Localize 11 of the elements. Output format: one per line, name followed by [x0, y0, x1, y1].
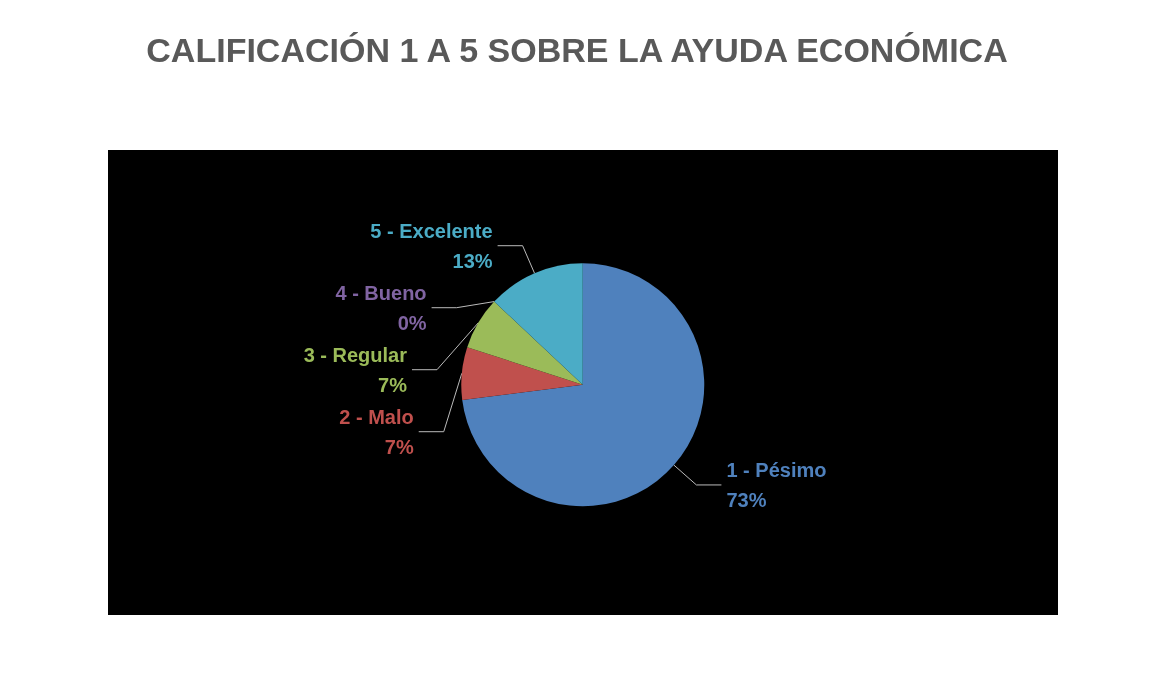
data-label: 73%: [726, 488, 767, 511]
data-label: 13%: [452, 249, 493, 272]
text: 0%: [397, 311, 427, 334]
slice-label: 1 - Pésimo: [726, 458, 827, 481]
data-label: 7%: [384, 435, 414, 458]
slice-label: 2 - Malo: [339, 405, 414, 428]
chart-title: CALIFICACIÓN 1 A 5 SOBRE LA AYUDA ECONÓMICA: [146, 31, 1008, 69]
slice-label: 3 - Regular: [303, 343, 408, 366]
slice-label: 5 - Excelente: [370, 219, 493, 242]
data-label: 7%: [378, 373, 408, 396]
legend-label: 4 - Bueno: [335, 281, 427, 304]
